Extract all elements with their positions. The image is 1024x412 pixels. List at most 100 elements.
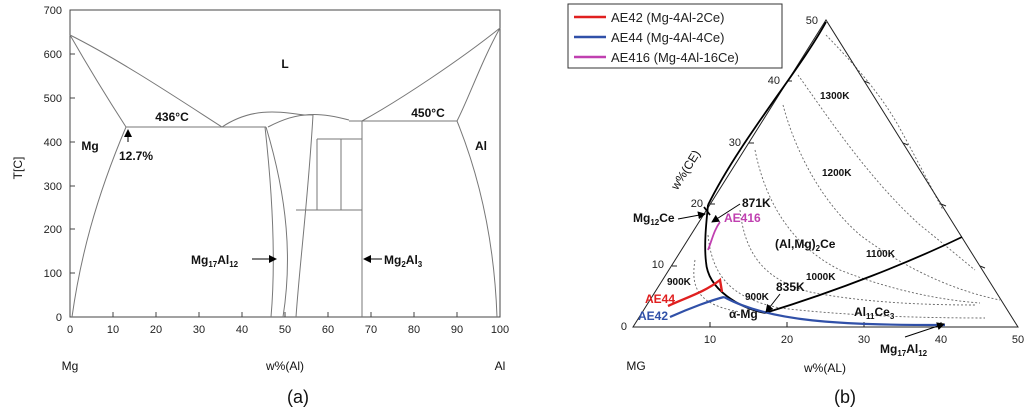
gamma-right xyxy=(295,114,314,318)
solidus-left xyxy=(69,34,127,128)
left-tick-label: 40 xyxy=(768,75,780,87)
phase-sub: 17 xyxy=(208,260,217,269)
temp-450-label: 450°C xyxy=(411,106,445,120)
x-tick-label: 10 xyxy=(107,324,119,336)
835k-arrow xyxy=(765,293,781,313)
left-tick-label: 20 xyxy=(691,198,703,210)
phase-main: Mg xyxy=(191,253,208,267)
x-tick-label: 0 xyxy=(67,324,73,336)
legend-label: AE44 (Mg-4Al-4Ce) xyxy=(611,30,724,45)
phase-sub: 2 xyxy=(401,260,406,269)
panel-b-ternary-diagram: 0 10 20 30 40 50 10 20 30 40 50 xyxy=(567,3,1024,407)
isotherm-1200-outer xyxy=(797,74,976,271)
phase-mg12ce-label: Mg12Ce xyxy=(633,211,675,227)
bottom-tick-label: 40 xyxy=(935,334,947,346)
phase-main: Mg xyxy=(880,342,897,356)
phase-alpha-mg-label: α-Mg xyxy=(729,307,758,321)
bottom-tick-label: 30 xyxy=(858,334,870,346)
panel-a-phase-boundaries xyxy=(69,27,501,318)
region-mg-label: Mg xyxy=(81,139,98,153)
phase-end: Ce xyxy=(820,237,836,251)
boundary-upper xyxy=(707,21,827,206)
boundary-al11ce3 xyxy=(764,236,963,314)
phase-al11ce3-label: Al11Ce3 xyxy=(854,305,895,321)
phase-mg17al12-label: Mg17Al12 xyxy=(880,342,928,358)
phase-sub: 17 xyxy=(897,349,906,358)
bottom-tick-label: 20 xyxy=(781,334,793,346)
mg17al12-left xyxy=(264,126,274,318)
phase-end: Ce xyxy=(659,211,675,225)
phase-sub: 12 xyxy=(918,349,927,358)
y-tick-label: 300 xyxy=(44,181,62,193)
isotherm-900-label: 900K xyxy=(667,277,692,288)
mg17al12-arrow-b xyxy=(904,322,945,338)
boundary-mg12ce xyxy=(704,204,709,263)
x-tick-label: 90 xyxy=(451,324,463,336)
region-liquid-label: L xyxy=(281,57,288,71)
y-tick-label: 700 xyxy=(44,5,62,17)
y-tick-label: 100 xyxy=(44,268,62,280)
x-tick-label: 100 xyxy=(491,324,509,336)
liquidus-left xyxy=(69,34,223,128)
phase-mid: Al xyxy=(217,253,229,267)
point-871k-label: 871K xyxy=(742,196,771,210)
x-tick-label: 40 xyxy=(236,324,248,336)
alloy-ae42-label: AE42 xyxy=(638,309,668,323)
isotherm-1300 xyxy=(825,34,944,211)
x-tick-label: 50 xyxy=(279,324,291,336)
mg12ce-arrow xyxy=(677,211,706,220)
y-tick-label: 200 xyxy=(44,224,62,236)
isotherm-1000 xyxy=(739,209,976,306)
ternary-triangle xyxy=(632,19,1019,328)
phase-sub: 2 xyxy=(816,244,821,253)
phase-main: Al xyxy=(854,305,866,319)
isotherm-900-label: 900K xyxy=(745,292,770,303)
point-835k-label: 835K xyxy=(776,280,805,294)
isotherm-1300-label: 1300K xyxy=(820,91,850,102)
mg17al12-boundary xyxy=(723,296,946,327)
y-tick-label: 500 xyxy=(44,93,62,105)
isotherm-880 xyxy=(693,259,741,313)
panel-a-x-ticks xyxy=(69,312,501,317)
legend: AE42 (Mg-4Al-2Ce) AE44 (Mg-4Al-4Ce) AE41… xyxy=(567,3,783,69)
isotherm-1100-label: 1100K xyxy=(866,249,896,260)
legend-label: AE416 (Mg-4Al-16Ce) xyxy=(611,50,739,65)
isotherms xyxy=(693,34,1001,319)
left-tick-label: 30 xyxy=(729,137,741,149)
y-tick-label: 400 xyxy=(44,137,62,149)
x-tick-label: 70 xyxy=(365,324,377,336)
left-axis-label: w%(CE) xyxy=(667,148,703,194)
phase-sub: 12 xyxy=(650,218,659,227)
phase-main: Mg xyxy=(384,253,401,267)
solubility-label: 12.7% xyxy=(119,149,153,163)
phase-mid: Al xyxy=(906,342,918,356)
x-tick-label: 20 xyxy=(150,324,162,336)
ae42-path xyxy=(669,295,725,319)
solvus-mg xyxy=(71,126,127,318)
caption-a: (a) xyxy=(287,387,309,407)
phase-main: (Al,Mg) xyxy=(775,237,816,251)
left-axis-ticks xyxy=(633,80,792,328)
phase-mid: Ce xyxy=(874,305,890,319)
legend-label: AE42 (Mg-4Al-2Ce) xyxy=(611,10,724,25)
x-tick-label: 30 xyxy=(193,324,205,336)
temp-436-label: 436°C xyxy=(155,110,189,124)
right-element-label: Al xyxy=(495,359,506,373)
left-tick-label: 50 xyxy=(806,15,818,27)
phase-sub: 11 xyxy=(866,312,875,321)
phase-main: Mg xyxy=(633,211,650,225)
ae416-path xyxy=(707,221,721,251)
phase-sub: 12 xyxy=(229,260,238,269)
right-side-ticks xyxy=(863,80,986,269)
left-tick-label: 0 xyxy=(621,321,627,333)
isotherm-1200 xyxy=(782,104,1001,301)
isotherm-1100 xyxy=(754,149,981,304)
caption-b: (b) xyxy=(834,387,856,407)
left-tick-label: 10 xyxy=(652,259,664,271)
mg17al12-right xyxy=(265,126,288,318)
phase-almgce-label: (Al,Mg)2Ce xyxy=(775,237,836,253)
phase-sub: 3 xyxy=(890,312,895,321)
x-tick-label: 80 xyxy=(408,324,420,336)
y-tick-label: 0 xyxy=(56,312,62,324)
